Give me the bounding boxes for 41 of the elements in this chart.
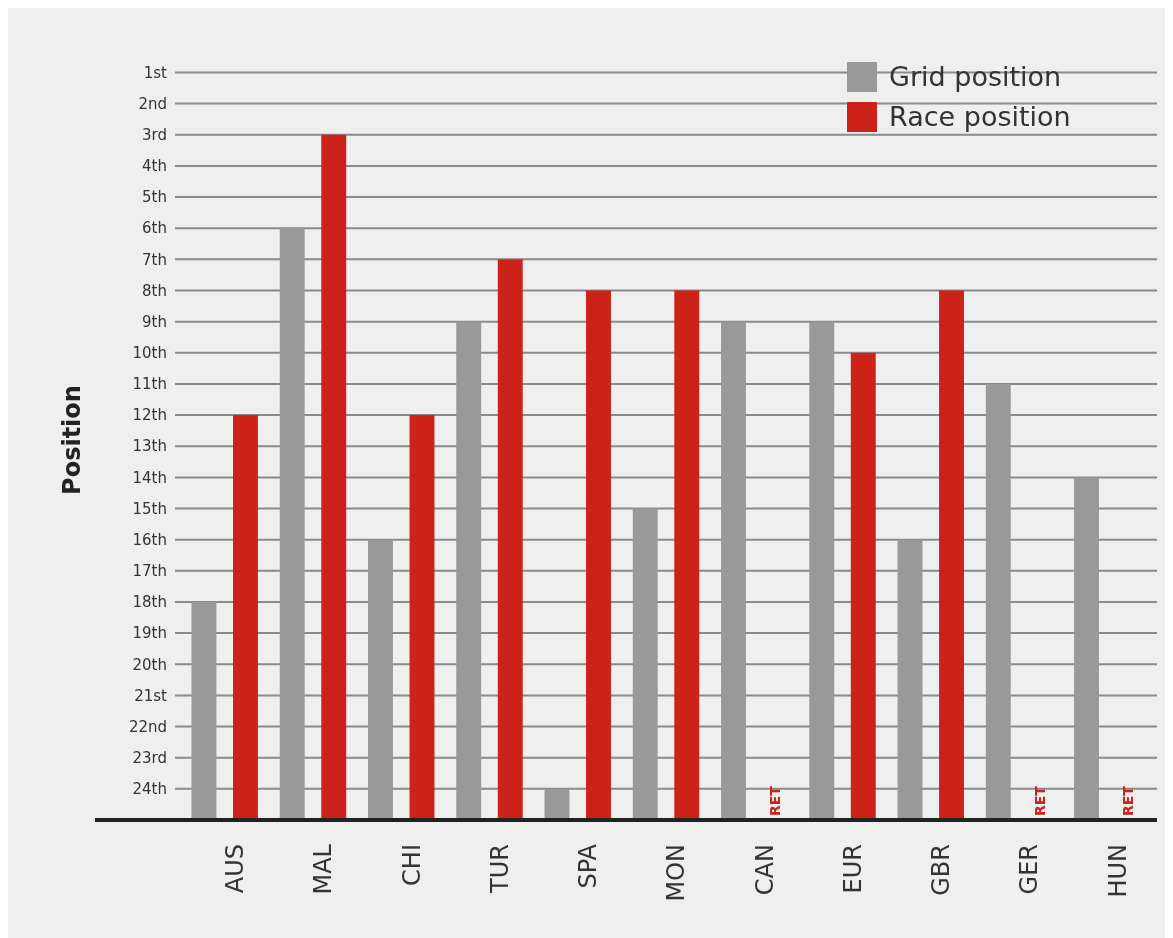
- x-tick-label: HUN: [1103, 844, 1132, 898]
- text: RET: [767, 786, 784, 816]
- x-tick-label: AUS: [221, 844, 250, 894]
- y-tick-label: 20th: [132, 655, 167, 674]
- x-tick-label: MAL: [309, 843, 338, 895]
- y-tick-label: 13th: [132, 437, 167, 456]
- x-tick-label: CAN: [750, 844, 779, 896]
- y-tick-label: 9th: [142, 312, 167, 331]
- y-tick-label: 21st: [134, 686, 168, 705]
- legend-label: Grid position: [889, 61, 1062, 93]
- x-tick-label: GBR: [927, 844, 956, 896]
- y-tick-label: 19th: [132, 624, 167, 643]
- legend-label: Race position: [889, 101, 1071, 133]
- x-tick-label: MON: [662, 844, 691, 902]
- y-tick-label: 12th: [132, 406, 167, 425]
- y-tick-label: 1st: [143, 63, 168, 82]
- y-tick-label: 5th: [142, 188, 167, 207]
- y-tick-label: 22nd: [128, 717, 167, 736]
- y-tick-label: 24th: [132, 780, 167, 799]
- x-tick-label: CHI: [397, 844, 426, 886]
- y-tick-label: 6th: [142, 219, 167, 238]
- y-tick-label: 23rd: [132, 748, 167, 767]
- y-tick-label: 14th: [132, 468, 167, 487]
- y-tick-label: 11th: [132, 375, 167, 394]
- y-tick-label: 17th: [132, 562, 167, 581]
- x-tick-label: SPA: [574, 843, 603, 889]
- y-tick-label: 18th: [132, 593, 167, 612]
- y-tick-label: 3rd: [142, 126, 167, 144]
- x-tick-label: TUR: [485, 844, 514, 894]
- x-tick-label: GER: [1015, 844, 1044, 895]
- y-tick-label: 15th: [132, 499, 167, 518]
- y-tick-label: 10th: [132, 344, 167, 363]
- text: RET: [1031, 786, 1048, 816]
- y-axis-title: Position: [58, 385, 86, 495]
- y-tick-label: 4th: [142, 157, 167, 176]
- y-tick-label: 8th: [142, 281, 167, 300]
- x-tick-label: EUR: [838, 844, 867, 894]
- y-tick-label: 2nd: [138, 94, 167, 113]
- y-tick-label: 7th: [142, 250, 167, 269]
- y-tick-label: 16th: [132, 530, 167, 549]
- text: RET: [1120, 786, 1137, 816]
